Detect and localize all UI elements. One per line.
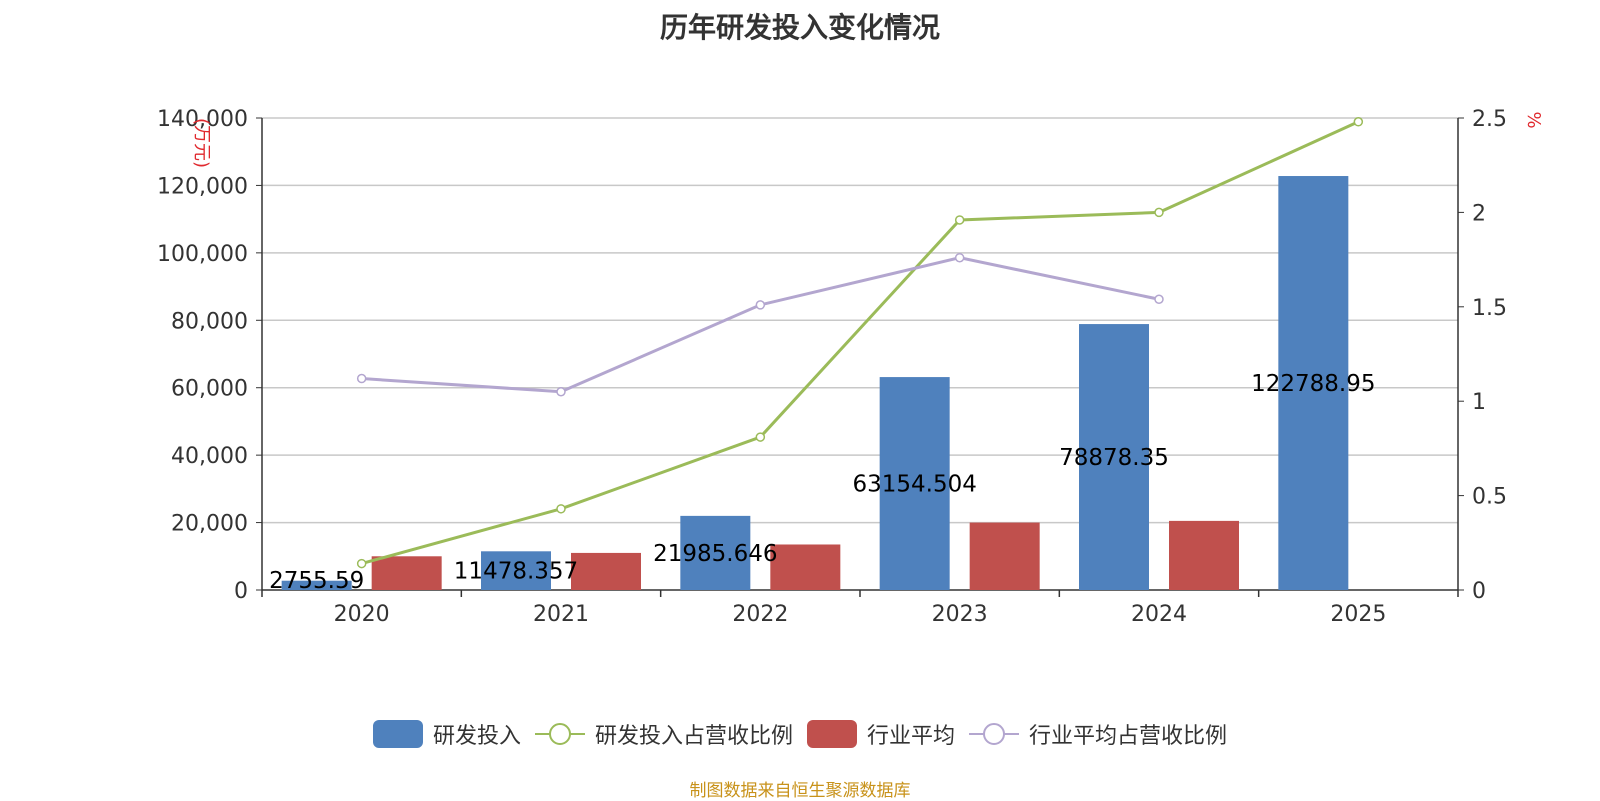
bar-value-label: 2755.59 — [269, 568, 364, 594]
data-labels: 2755.59 11478.357 21985.646 63154.504 78878.… — [269, 371, 1375, 594]
bar-value-label: 63154.504 — [852, 472, 976, 498]
point-rd-ratio — [1353, 117, 1364, 127]
right-axis-tick-label: 1.5 — [1472, 296, 1507, 321]
point-rd-ratio — [356, 558, 367, 569]
point-industry-ratio — [755, 300, 766, 310]
lines — [356, 117, 1364, 569]
legend-item-industry-average[interactable]: 行业平均 — [807, 718, 955, 750]
left-axis-tick-label: 140,000 — [157, 107, 248, 132]
point-industry-ratio — [356, 373, 367, 384]
legend-item-industry-ratio[interactable]: 行业平均占营收比例 — [969, 718, 1227, 750]
left-axis-tick-label: 120,000 — [157, 174, 248, 199]
bar-industry-average — [770, 544, 841, 590]
left-axis-tick-label: 80,000 — [171, 309, 248, 334]
legend-label-industry-ratio: 行业平均占营收比例 — [1029, 724, 1228, 749]
legend-swatch-rd-ratio — [534, 723, 585, 745]
chart-title: 历年研发投入变化情况 — [659, 11, 940, 44]
grid-lines — [262, 117, 1458, 524]
x-axis-tick-label: 2023 — [932, 602, 988, 627]
bar-industry-average — [969, 522, 1040, 590]
x-axis-tick-label: 2022 — [732, 602, 788, 627]
bar-industry-average — [571, 552, 641, 590]
point-industry-ratio — [954, 252, 965, 263]
legend-label-rd-investment: 研发投入 — [432, 724, 521, 749]
legend-label-industry-average: 行业平均 — [867, 724, 956, 749]
legend-swatch-industry-average — [807, 720, 857, 748]
bars — [281, 176, 1349, 591]
legend-item-rd-investment[interactable]: 研发投入 — [372, 718, 521, 750]
left-axis-tick-label: 60,000 — [171, 377, 248, 402]
x-axis-tick-label: 2025 — [1330, 602, 1386, 627]
line-rd-ratio — [361, 120, 1359, 566]
left-axis-tick-label: 0 — [234, 579, 248, 604]
right-axis-tick-label: 2.5 — [1472, 107, 1507, 132]
bar-rd-investment — [281, 580, 352, 590]
x-axis-tick-label: 2020 — [334, 602, 390, 627]
point-industry-ratio — [556, 387, 566, 397]
legend-swatch-industry-ratio — [969, 723, 1020, 745]
bar-value-label: 21985.646 — [653, 541, 777, 567]
source-note: 制图数据来自恒生聚源数据库 — [689, 781, 911, 801]
left-axis-tick-label: 40,000 — [171, 444, 248, 469]
point-rd-ratio — [556, 504, 566, 514]
legend-swatch-rd-investment — [372, 720, 423, 748]
bar-industry-average — [1169, 520, 1239, 590]
bar-rd-investment — [680, 515, 751, 590]
legend-item-rd-ratio[interactable]: 研发投入占营收比例 — [534, 718, 793, 750]
left-axis-tick-label: 20,000 — [171, 512, 248, 537]
point-rd-ratio — [1154, 207, 1164, 218]
axes: 0 20,000 40,000 60,000 80,000 100,000 120,000 1… — [157, 107, 1544, 627]
legend: 研发投入 研发投入占营收比例 行业平均 行业平均占营收比例 — [0, 718, 1600, 750]
right-axis-tick-label: 0.5 — [1472, 485, 1507, 510]
point-industry-ratio — [1154, 294, 1164, 304]
bar-value-label: 122788.95 — [1251, 371, 1375, 397]
right-axis-tick-label: 0 — [1472, 579, 1486, 604]
x-axis-tick-label: 2024 — [1131, 602, 1187, 627]
bar-value-label: 11478.357 — [454, 559, 578, 585]
point-rd-ratio — [755, 432, 766, 442]
bar-value-label: 78878.35 — [1059, 445, 1169, 471]
point-rd-ratio — [954, 215, 965, 225]
right-axis-tick-label: 1 — [1472, 390, 1486, 415]
bar-rd-investment — [879, 377, 950, 590]
left-axis-tick-label: 100,000 — [157, 242, 248, 267]
bar-rd-investment — [1278, 176, 1349, 591]
bar-rd-investment — [481, 551, 551, 590]
line-industry-ratio — [361, 256, 1160, 394]
x-axis-tick-label: 2021 — [533, 602, 589, 627]
right-axis-unit: % — [1523, 111, 1544, 128]
bar-industry-average — [371, 556, 442, 590]
left-axis-unit: (万元) — [191, 118, 212, 168]
bar-rd-investment — [1079, 324, 1149, 590]
legend-label-rd-ratio: 研发投入占营收比例 — [594, 724, 793, 749]
right-axis-tick-label: 2 — [1472, 201, 1486, 226]
